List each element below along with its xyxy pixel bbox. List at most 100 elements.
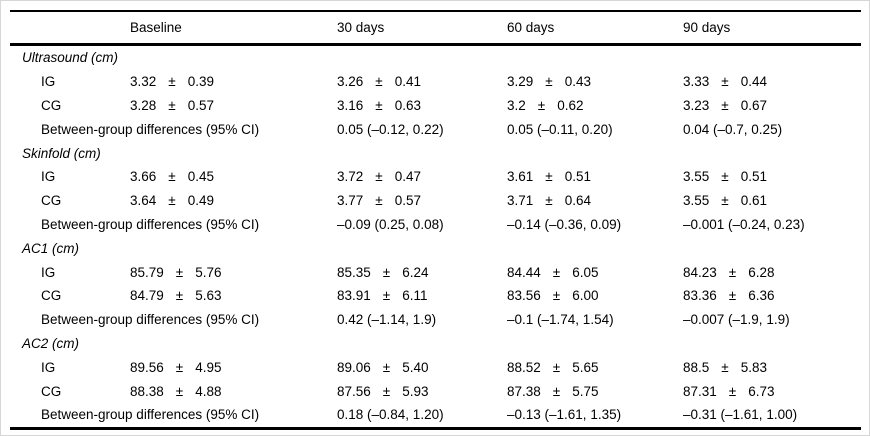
section-title: Ultrasound (cm) bbox=[22, 50, 119, 66]
mean-value: 3.16 bbox=[337, 97, 364, 113]
measurement-cell: 84.79 ±5.63 bbox=[130, 284, 337, 308]
measurement-cell: 88.5 ±5.83 bbox=[683, 355, 861, 379]
table-row: IG 85.79 ±5.76 85.35 ±6.24 84.44 ±6.05 84.2… bbox=[10, 260, 861, 284]
mean-value: 87.31 bbox=[683, 383, 717, 399]
diff-value: –0.13 (–1.61, 1.35) bbox=[507, 402, 683, 430]
sd-value: 5.65 bbox=[572, 359, 599, 375]
mean-value: 3.29 bbox=[507, 74, 534, 90]
mean-value: 88.5 bbox=[683, 359, 710, 375]
sd-value: 6.28 bbox=[748, 264, 775, 280]
plus-minus-sign: ± bbox=[175, 264, 184, 280]
section-title: AC1 (cm) bbox=[22, 240, 79, 256]
between-group-label: Between-group differences (95% CI) bbox=[41, 216, 260, 232]
group-label: CG bbox=[41, 97, 62, 113]
table-row: CG 3.28 ±0.57 3.16 ±0.63 3.2 ±0.62 3.23 ±0.6… bbox=[10, 94, 861, 118]
measurement-cell: 3.33 ±0.44 bbox=[683, 70, 861, 94]
sd-value: 6.11 bbox=[402, 288, 428, 304]
measurement-cell: 3.71 ±0.64 bbox=[507, 189, 683, 213]
between-group-row: Between-group differences (95% CI) –0.09… bbox=[10, 213, 861, 237]
sd-value: 0.62 bbox=[557, 97, 584, 113]
table-row: CG 88.38 ±4.88 87.56 ±5.93 87.38 ±5.75 87.3… bbox=[10, 379, 861, 403]
measurement-cell: 88.38 ±4.88 bbox=[130, 379, 337, 403]
plus-minus-sign: ± bbox=[175, 383, 184, 399]
sd-value: 6.24 bbox=[402, 264, 429, 280]
sd-value: 0.51 bbox=[564, 169, 591, 185]
column-header-60-days: 60 days bbox=[507, 10, 683, 46]
mean-value: 85.79 bbox=[130, 264, 164, 280]
mean-value: 3.28 bbox=[130, 97, 157, 113]
mean-value: 3.26 bbox=[337, 74, 364, 90]
plus-minus-sign: ± bbox=[552, 264, 561, 280]
measurement-cell: 3.26 ±0.41 bbox=[337, 70, 507, 94]
plus-minus-sign: ± bbox=[375, 97, 383, 113]
measurement-cell: 3.61 ±0.51 bbox=[507, 165, 683, 189]
measurement-cell: 3.72 ±0.47 bbox=[337, 165, 507, 189]
diff-value: –0.09 (0.25, 0.08) bbox=[337, 216, 444, 232]
mean-value: 3.64 bbox=[130, 193, 157, 209]
plus-minus-sign: ± bbox=[168, 169, 176, 185]
column-header-30-days: 30 days bbox=[337, 10, 507, 46]
measurement-cell: 3.77 ±0.57 bbox=[337, 189, 507, 213]
plus-minus-sign: ± bbox=[382, 288, 391, 304]
plus-minus-sign: ± bbox=[168, 74, 176, 90]
table-row: IG 89.56 ±4.95 89.06 ±5.40 88.52 ±5.65 88.5… bbox=[10, 355, 861, 379]
measurement-cell: 3.64 ±0.49 bbox=[130, 189, 337, 213]
measurement-cell: 87.56 ±5.93 bbox=[337, 379, 507, 403]
sd-value: 0.44 bbox=[740, 74, 767, 90]
column-header-baseline: Baseline bbox=[130, 10, 337, 46]
between-group-row: Between-group differences (95% CI) 0.42 … bbox=[10, 308, 861, 332]
plus-minus-sign: ± bbox=[382, 383, 391, 399]
plus-minus-sign: ± bbox=[168, 97, 176, 113]
sd-value: 5.76 bbox=[195, 264, 222, 280]
diff-value: 0.04 (–0.7, 0.25) bbox=[683, 121, 783, 137]
measurement-cell: 3.55 ±0.61 bbox=[683, 189, 861, 213]
measurement-cell: 87.38 ±5.75 bbox=[507, 379, 683, 403]
sd-value: 0.49 bbox=[187, 193, 214, 209]
sd-value: 0.61 bbox=[740, 193, 767, 209]
diff-value: 0.05 (–0.12, 0.22) bbox=[337, 121, 444, 137]
group-label: IG bbox=[41, 169, 56, 185]
mean-value: 89.56 bbox=[130, 359, 164, 375]
sd-value: 0.57 bbox=[394, 193, 421, 209]
plus-minus-sign: ± bbox=[728, 288, 737, 304]
mean-value: 84.23 bbox=[683, 264, 717, 280]
measurement-cell: 83.56 ±6.00 bbox=[507, 284, 683, 308]
sd-value: 0.47 bbox=[394, 169, 421, 185]
plus-minus-sign: ± bbox=[552, 383, 561, 399]
plus-minus-sign: ± bbox=[721, 169, 729, 185]
table-row: IG 3.32 ±0.39 3.26 ±0.41 3.29 ±0.43 3.33 ±0.… bbox=[10, 70, 861, 94]
diff-value: –0.001 (–0.24, 0.23) bbox=[683, 216, 805, 232]
mean-value: 87.56 bbox=[337, 383, 371, 399]
corner-cell bbox=[10, 10, 130, 46]
mean-value: 83.56 bbox=[507, 288, 541, 304]
mean-value: 3.71 bbox=[507, 193, 534, 209]
sd-value: 4.88 bbox=[195, 383, 222, 399]
plus-minus-sign: ± bbox=[552, 288, 561, 304]
measurement-cell: 85.35 ±6.24 bbox=[337, 260, 507, 284]
mean-value: 3.2 bbox=[507, 97, 526, 113]
mean-value: 84.79 bbox=[130, 288, 164, 304]
mean-value: 83.91 bbox=[337, 288, 371, 304]
sd-value: 0.39 bbox=[187, 74, 214, 90]
measurement-cell: 84.23 ±6.28 bbox=[683, 260, 861, 284]
mean-value: 84.44 bbox=[507, 264, 541, 280]
mean-value: 3.33 bbox=[683, 74, 710, 90]
sd-value: 6.05 bbox=[572, 264, 599, 280]
plus-minus-sign: ± bbox=[537, 97, 546, 113]
plus-minus-sign: ± bbox=[545, 169, 553, 185]
between-group-row: Between-group differences (95% CI) 0.18 … bbox=[10, 402, 861, 430]
sd-value: 5.63 bbox=[195, 288, 222, 304]
measurement-cell: 89.06 ±5.40 bbox=[337, 355, 507, 379]
diff-value: 0.42 (–1.14, 1.9) bbox=[337, 312, 437, 328]
section-title-row: Skinfold (cm) bbox=[10, 141, 861, 165]
measurement-cell: 3.29 ±0.43 bbox=[507, 70, 683, 94]
section-title: AC2 (cm) bbox=[22, 335, 79, 351]
sd-value: 5.75 bbox=[572, 383, 599, 399]
sd-value: 0.43 bbox=[564, 74, 591, 90]
mean-value: 3.55 bbox=[683, 193, 710, 209]
group-label: CG bbox=[41, 288, 62, 304]
measurement-cell: 84.44 ±6.05 bbox=[507, 260, 683, 284]
anthropometry-results-table: Baseline 30 days 60 days 90 days Ultraso… bbox=[10, 10, 861, 430]
group-label: CG bbox=[41, 383, 62, 399]
header-row: Baseline 30 days 60 days 90 days bbox=[10, 10, 861, 46]
